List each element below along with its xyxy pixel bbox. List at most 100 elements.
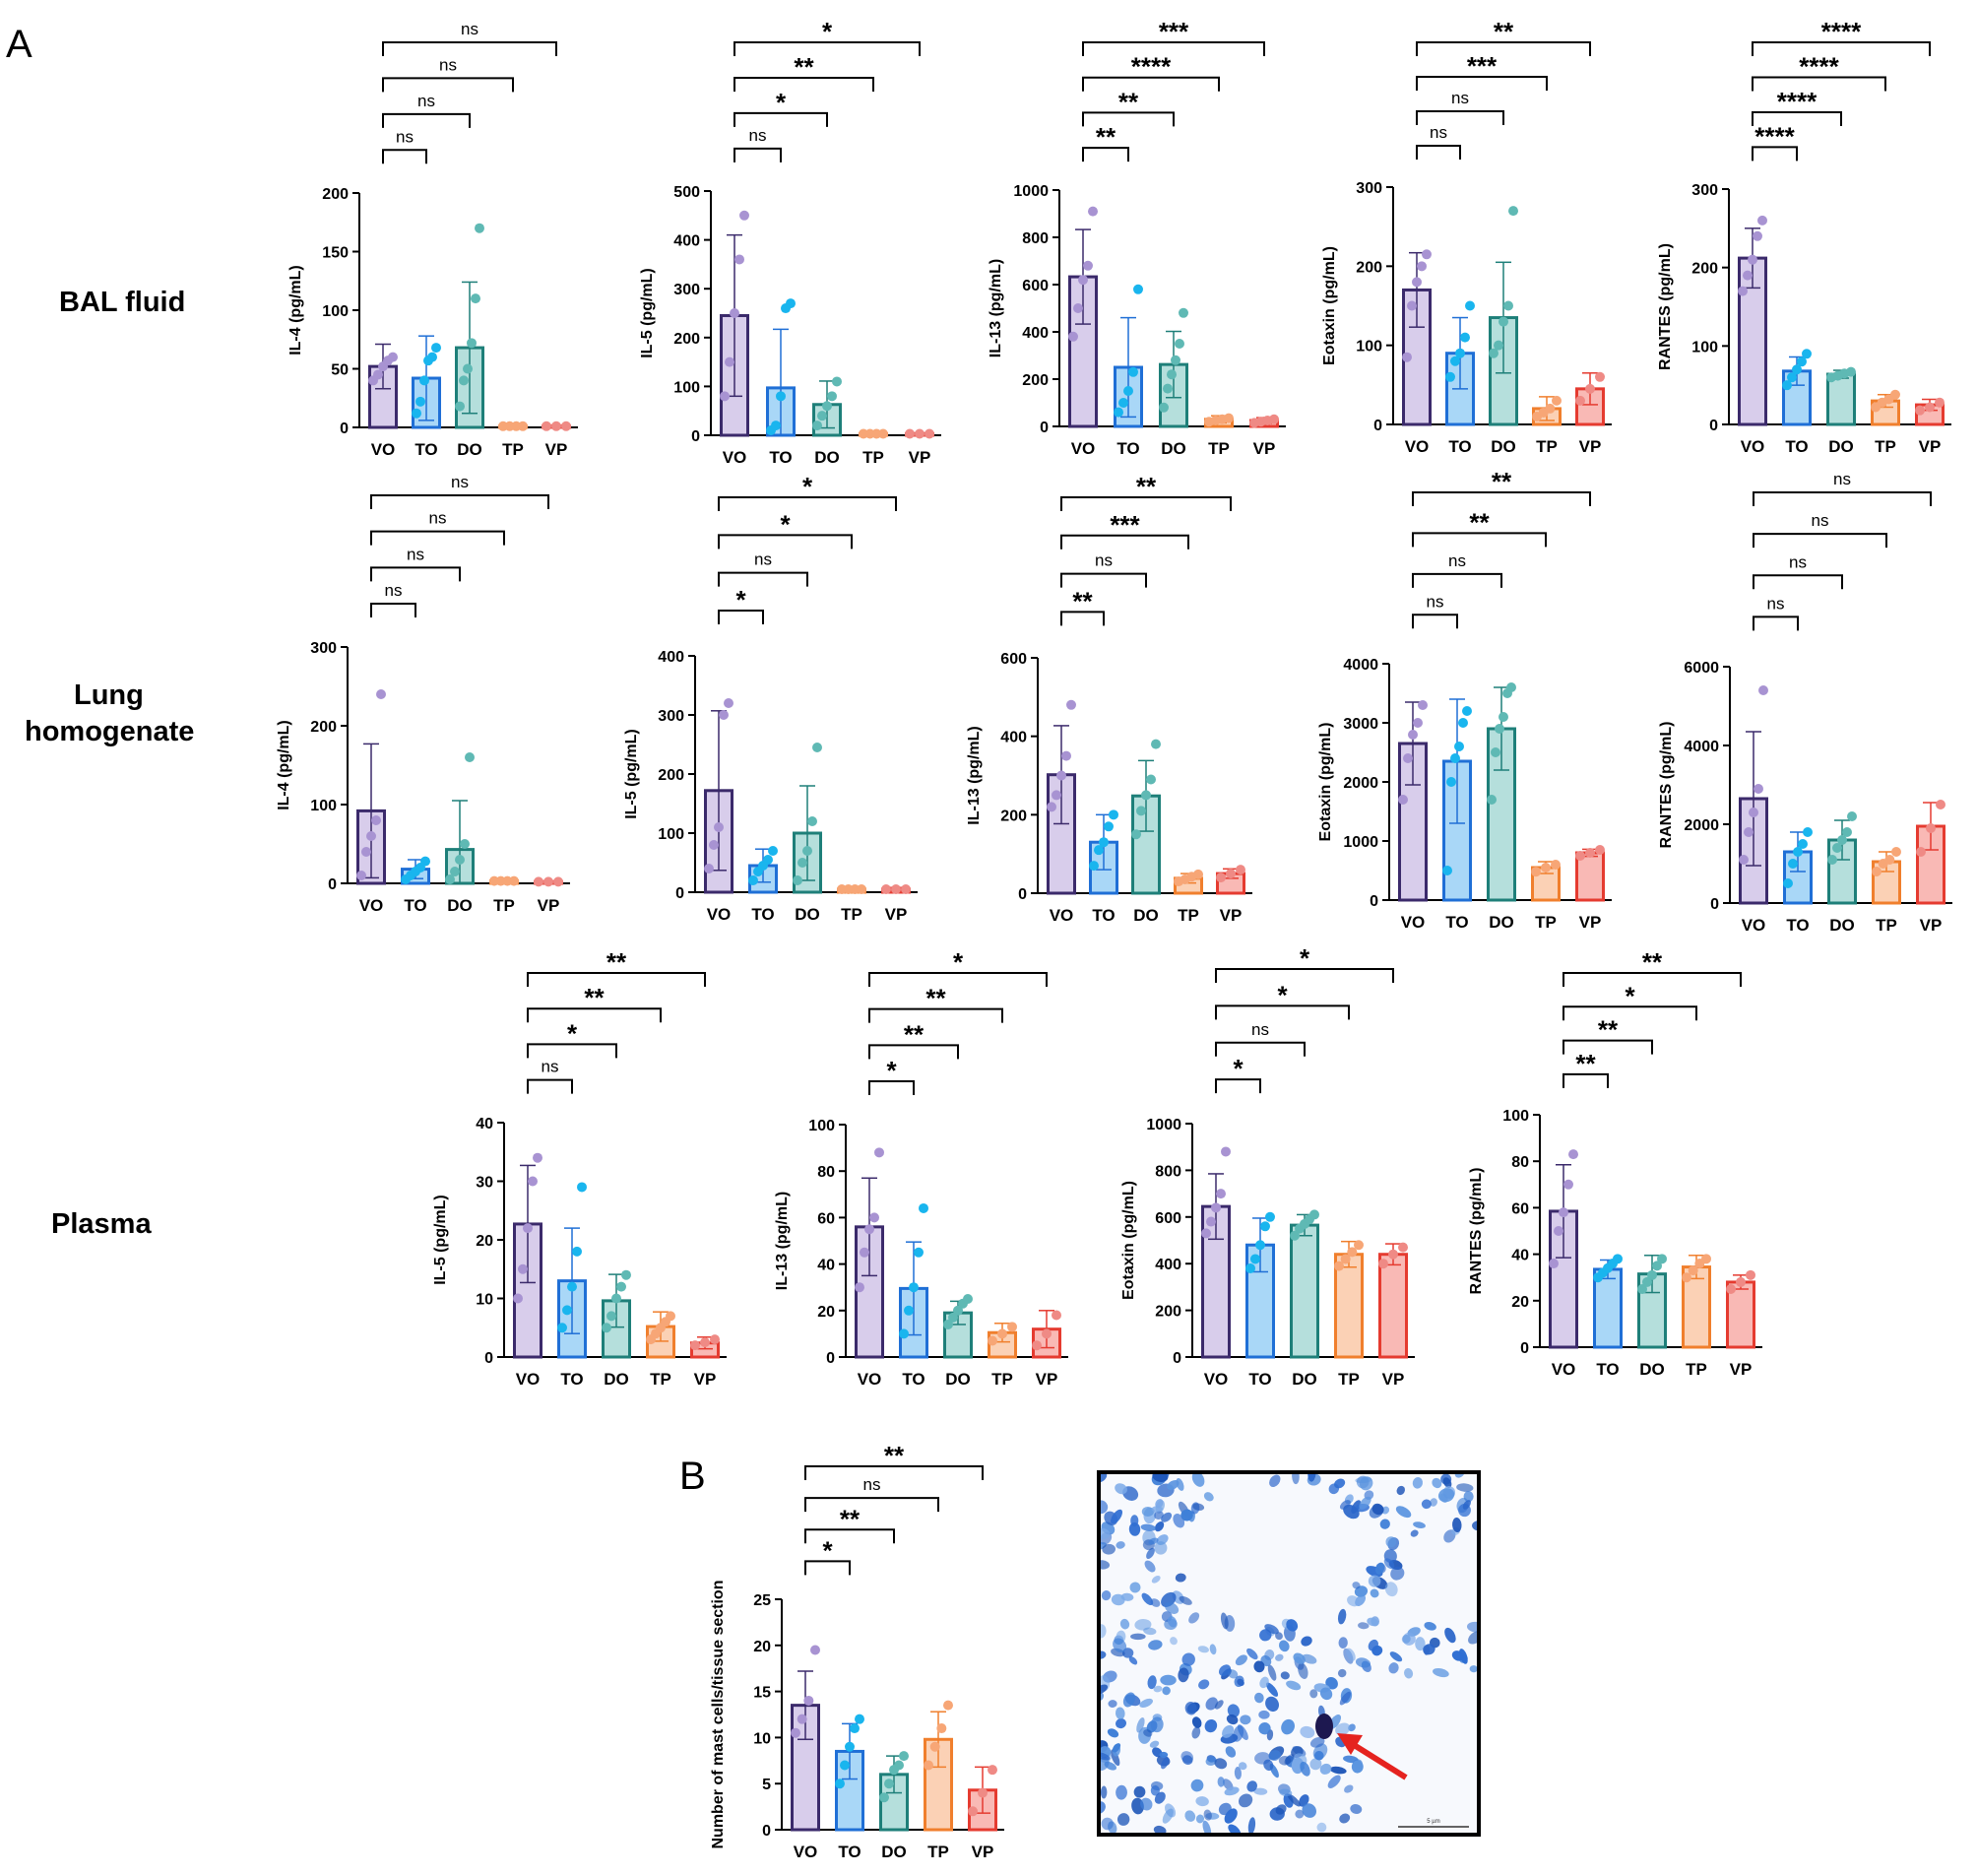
bracket-label: * (822, 1535, 833, 1565)
x-tick-label-VO: VO (723, 448, 747, 467)
data-point-TO (1462, 706, 1472, 716)
significance-bracket-TP: * (1215, 980, 1350, 1020)
y-tick-label: 100 (673, 379, 700, 396)
data-point-VP (700, 1337, 710, 1348)
x-tick-label-TO: TO (769, 448, 792, 467)
cell-nucleus (1358, 1622, 1370, 1630)
y-axis-label: Eotaxin (pg/mL) (1321, 246, 1338, 365)
data-point-VP (1042, 1328, 1052, 1339)
bracket-line (527, 1043, 617, 1059)
bracket-line (718, 610, 764, 624)
data-point-VO (1758, 685, 1768, 695)
cell-nucleus (1140, 1523, 1157, 1531)
data-point-VO (1749, 808, 1758, 817)
data-point-VO (528, 1176, 538, 1187)
x-tick-label-TO: TO (1448, 437, 1471, 456)
y-axis-label: IL-4 (pg/mL) (287, 265, 304, 356)
data-point-VP (1052, 1310, 1061, 1321)
data-point-VP (1575, 851, 1585, 861)
y-tick-label: 200 (310, 719, 337, 736)
x-tick-label-VP: VP (885, 905, 908, 924)
data-point-TO (1793, 847, 1803, 857)
significance-bracket-TO: * (804, 1535, 851, 1576)
bracket-line (1215, 1004, 1350, 1020)
data-point-TO (1250, 1254, 1260, 1264)
data-point-DO (832, 376, 842, 387)
cell-nucleus (1368, 1575, 1381, 1587)
cell-nucleus (1160, 1674, 1177, 1686)
x-tick-label-TO: TO (902, 1370, 925, 1389)
data-point-DO (1290, 1230, 1300, 1241)
data-point-DO (450, 867, 460, 876)
data-point-TO (768, 846, 778, 856)
bracket-line (1082, 76, 1220, 92)
data-point-VO (1748, 254, 1757, 265)
cell-nucleus (1240, 1714, 1251, 1725)
y-tick-label: 10 (476, 1292, 493, 1309)
cell-nucleus (1415, 1637, 1426, 1651)
data-point-VO (1739, 855, 1749, 865)
cell-nucleus (1352, 1582, 1361, 1589)
data-point-DO (616, 1281, 626, 1292)
cell-nucleus (1214, 1758, 1228, 1770)
significance-bracket-TO: * (1215, 1054, 1261, 1094)
x-tick-label-VP: VP (545, 440, 568, 459)
data-point-DO (1642, 1276, 1652, 1287)
cell-nucleus (1355, 1594, 1367, 1606)
data-point-DO (621, 1269, 631, 1280)
bracket-label: * (953, 947, 964, 977)
data-point-DO (1647, 1269, 1657, 1280)
x-tick-label-DO: DO (945, 1370, 971, 1389)
bracket-line (1412, 491, 1591, 506)
bracket-label: * (1625, 981, 1635, 1010)
significance-bracket-VP: ** (804, 1441, 984, 1480)
x-tick-label-VO: VO (1401, 913, 1426, 932)
data-point-VO (1757, 215, 1767, 226)
cell-nucleus (1338, 1637, 1348, 1649)
bracket-line (804, 1528, 895, 1544)
x-tick-label-DO: DO (1133, 906, 1159, 925)
data-point-VP (905, 428, 915, 439)
data-point-TO (1788, 859, 1798, 869)
data-point-TO (1802, 349, 1812, 359)
y-tick-label: 0 (340, 420, 349, 437)
data-point-TP (943, 1700, 953, 1711)
data-point-DO (463, 363, 473, 374)
data-point-DO (1136, 806, 1146, 816)
bracket-line (1215, 1041, 1306, 1057)
data-point-DO (1499, 712, 1508, 722)
data-point-TO (1123, 386, 1133, 396)
data-point-DO (1832, 843, 1842, 853)
bracket-label: * (886, 1056, 897, 1085)
bracket-label: ** (1096, 122, 1116, 152)
cell-nucleus (1298, 1662, 1308, 1680)
x-tick-label-TO: TO (1785, 437, 1808, 456)
y-tick-label: 200 (1155, 1304, 1181, 1321)
data-point-TO (427, 352, 437, 362)
data-point-TO (1798, 839, 1808, 849)
cell-nucleus (1259, 1629, 1272, 1642)
cell-nucleus (1293, 1652, 1306, 1664)
data-point-VO (864, 1224, 874, 1235)
cell-nucleus (1295, 1809, 1305, 1819)
bracket-line (1060, 611, 1105, 626)
cell-nucleus (1180, 1509, 1193, 1521)
data-point-VO (1422, 249, 1432, 260)
data-point-TO (1089, 861, 1099, 872)
significance-bracket-DO: ns (718, 550, 808, 587)
y-tick-label: 60 (817, 1210, 835, 1227)
data-point-TO (420, 856, 430, 867)
bracket-line (370, 566, 461, 582)
data-point-TO (855, 1714, 864, 1724)
bracket-line (1412, 572, 1502, 588)
cell-nucleus (1279, 1788, 1293, 1797)
data-point-VO (803, 1695, 814, 1706)
bracket-label: **** (1777, 87, 1818, 116)
cell-nucleus (1112, 1743, 1121, 1753)
significance-bracket-DO: ns (370, 545, 461, 582)
cell-nucleus (1309, 1736, 1325, 1748)
y-tick-label: 800 (1155, 1163, 1181, 1180)
data-point-VP (988, 1765, 997, 1776)
y-tick-label: 80 (1511, 1154, 1529, 1171)
